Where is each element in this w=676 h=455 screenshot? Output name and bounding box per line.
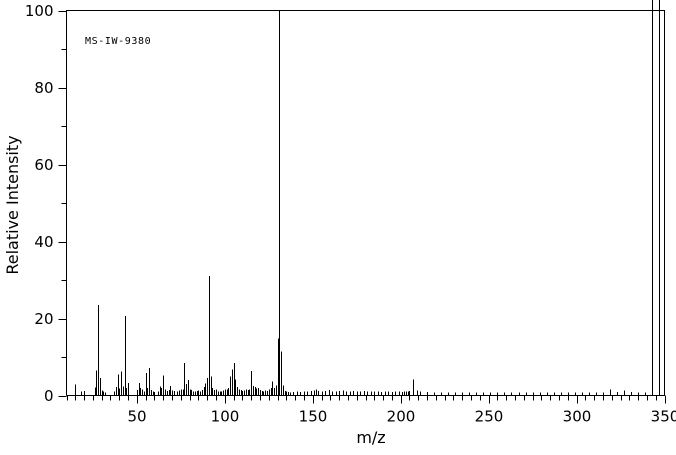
peak-series <box>75 0 660 396</box>
y-tick-label: 80 <box>34 79 53 97</box>
y-axis-title: Relative Intensity <box>3 135 22 274</box>
y-tick-label: 100 <box>25 2 54 20</box>
y-tick-label: 60 <box>34 156 53 174</box>
x-tick-label: 200 <box>387 408 416 426</box>
x-axis-ticks <box>67 395 666 404</box>
x-tick-label: 350 <box>651 408 676 426</box>
x-tick-label: 150 <box>299 408 328 426</box>
y-axis-ticks <box>58 11 67 397</box>
x-axis-tick-labels: 50 100 150 200 250 300 350 <box>127 408 676 426</box>
x-tick-label: 300 <box>563 408 592 426</box>
plot-frame <box>65 9 666 397</box>
y-tick-label: 20 <box>34 310 53 328</box>
x-tick-label: 50 <box>127 408 146 426</box>
x-axis-title: m/z <box>356 428 385 447</box>
spectrum-id-annotation: MS-IW-9380 <box>85 36 151 47</box>
y-tick-label: 0 <box>44 387 54 405</box>
x-tick-label: 250 <box>475 408 504 426</box>
x-tick-label: 100 <box>211 408 240 426</box>
plot-border <box>65 9 666 397</box>
y-axis-tick-labels: 0 20 40 60 80 100 <box>25 2 54 405</box>
y-tick-label: 40 <box>34 233 53 251</box>
